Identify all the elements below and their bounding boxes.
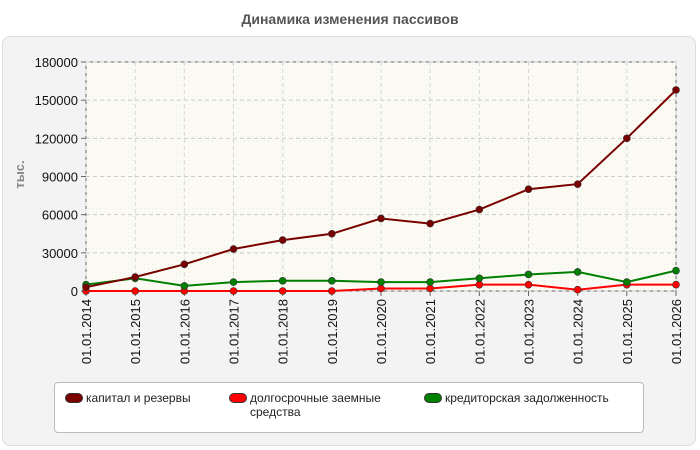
data-point[interactable] (426, 278, 434, 286)
data-point[interactable] (180, 282, 189, 290)
y-tick-label: 180000 (35, 55, 78, 70)
legend-label: долгосрочные заемные средства (250, 391, 381, 419)
data-point[interactable] (229, 245, 238, 253)
data-point[interactable] (426, 219, 434, 228)
x-tick-label: 01.01.2015 (128, 299, 143, 364)
y-tick-label: 0 (71, 284, 78, 299)
data-point[interactable] (229, 287, 238, 295)
x-tick-label: 01.01.2023 (522, 299, 537, 364)
y-tick-label: 90000 (42, 170, 78, 185)
data-point[interactable] (573, 285, 582, 294)
y-tick-label: 60000 (42, 208, 78, 223)
legend: капитал и резервы долгосрочные заемные с… (54, 382, 644, 433)
x-tick-label: 01.01.2020 (374, 299, 389, 364)
data-point[interactable] (229, 278, 238, 286)
data-point[interactable] (82, 283, 90, 291)
legend-item-long-term-loans[interactable]: долгосрочные заемные средства (229, 391, 381, 419)
legend-swatch (424, 393, 442, 403)
data-point[interactable] (524, 280, 533, 289)
x-tick-label: 01.01.2019 (325, 299, 340, 364)
data-point[interactable] (573, 180, 582, 188)
legend-label: кредиторская задолженность (445, 391, 609, 405)
x-tick-label: 01.01.2022 (472, 299, 487, 364)
data-point[interactable] (278, 277, 287, 285)
x-tick-label: 01.01.2024 (571, 299, 586, 364)
y-tick-label: 30000 (42, 246, 78, 261)
x-tick-label: 01.01.2017 (227, 299, 242, 364)
data-point[interactable] (131, 273, 139, 281)
y-axis-label: тыс. (12, 160, 27, 188)
data-point[interactable] (475, 280, 484, 289)
data-point[interactable] (573, 268, 582, 276)
legend-swatch (229, 393, 247, 403)
data-point[interactable] (131, 287, 139, 295)
x-tick-label: 01.01.2026 (669, 299, 684, 364)
legend-label: капитал и резервы (86, 391, 191, 405)
data-point[interactable] (328, 229, 336, 238)
x-tick-label: 01.01.2018 (276, 299, 291, 364)
x-tick-label: 01.01.2021 (423, 299, 438, 364)
data-point[interactable] (180, 260, 189, 269)
data-point[interactable] (672, 266, 680, 275)
data-point[interactable] (278, 287, 287, 295)
data-point[interactable] (623, 278, 631, 286)
data-point[interactable] (524, 270, 533, 279)
data-point[interactable] (475, 205, 484, 214)
data-point[interactable] (524, 185, 533, 194)
data-point[interactable] (475, 274, 484, 283)
data-point[interactable] (377, 278, 385, 286)
data-point[interactable] (278, 236, 287, 244)
x-tick-label: 01.01.2016 (177, 299, 192, 364)
data-point[interactable] (623, 134, 631, 143)
x-tick-label: 01.01.2014 (79, 299, 94, 364)
x-tick-label: 01.01.2025 (620, 299, 635, 364)
legend-item-payables[interactable]: кредиторская задолженность (424, 391, 609, 405)
chart-title: Динамика изменения пассивов (241, 11, 459, 27)
data-point[interactable] (672, 86, 680, 94)
legend-swatch (65, 393, 83, 403)
data-point[interactable] (328, 277, 336, 285)
y-tick-label: 120000 (35, 131, 78, 146)
data-point[interactable] (377, 284, 385, 293)
data-point[interactable] (328, 287, 336, 295)
data-point[interactable] (426, 284, 434, 293)
y-tick-label: 150000 (35, 93, 78, 108)
data-point[interactable] (672, 280, 680, 289)
data-point[interactable] (377, 214, 385, 223)
legend-item-capital[interactable]: капитал и резервы (65, 391, 191, 405)
